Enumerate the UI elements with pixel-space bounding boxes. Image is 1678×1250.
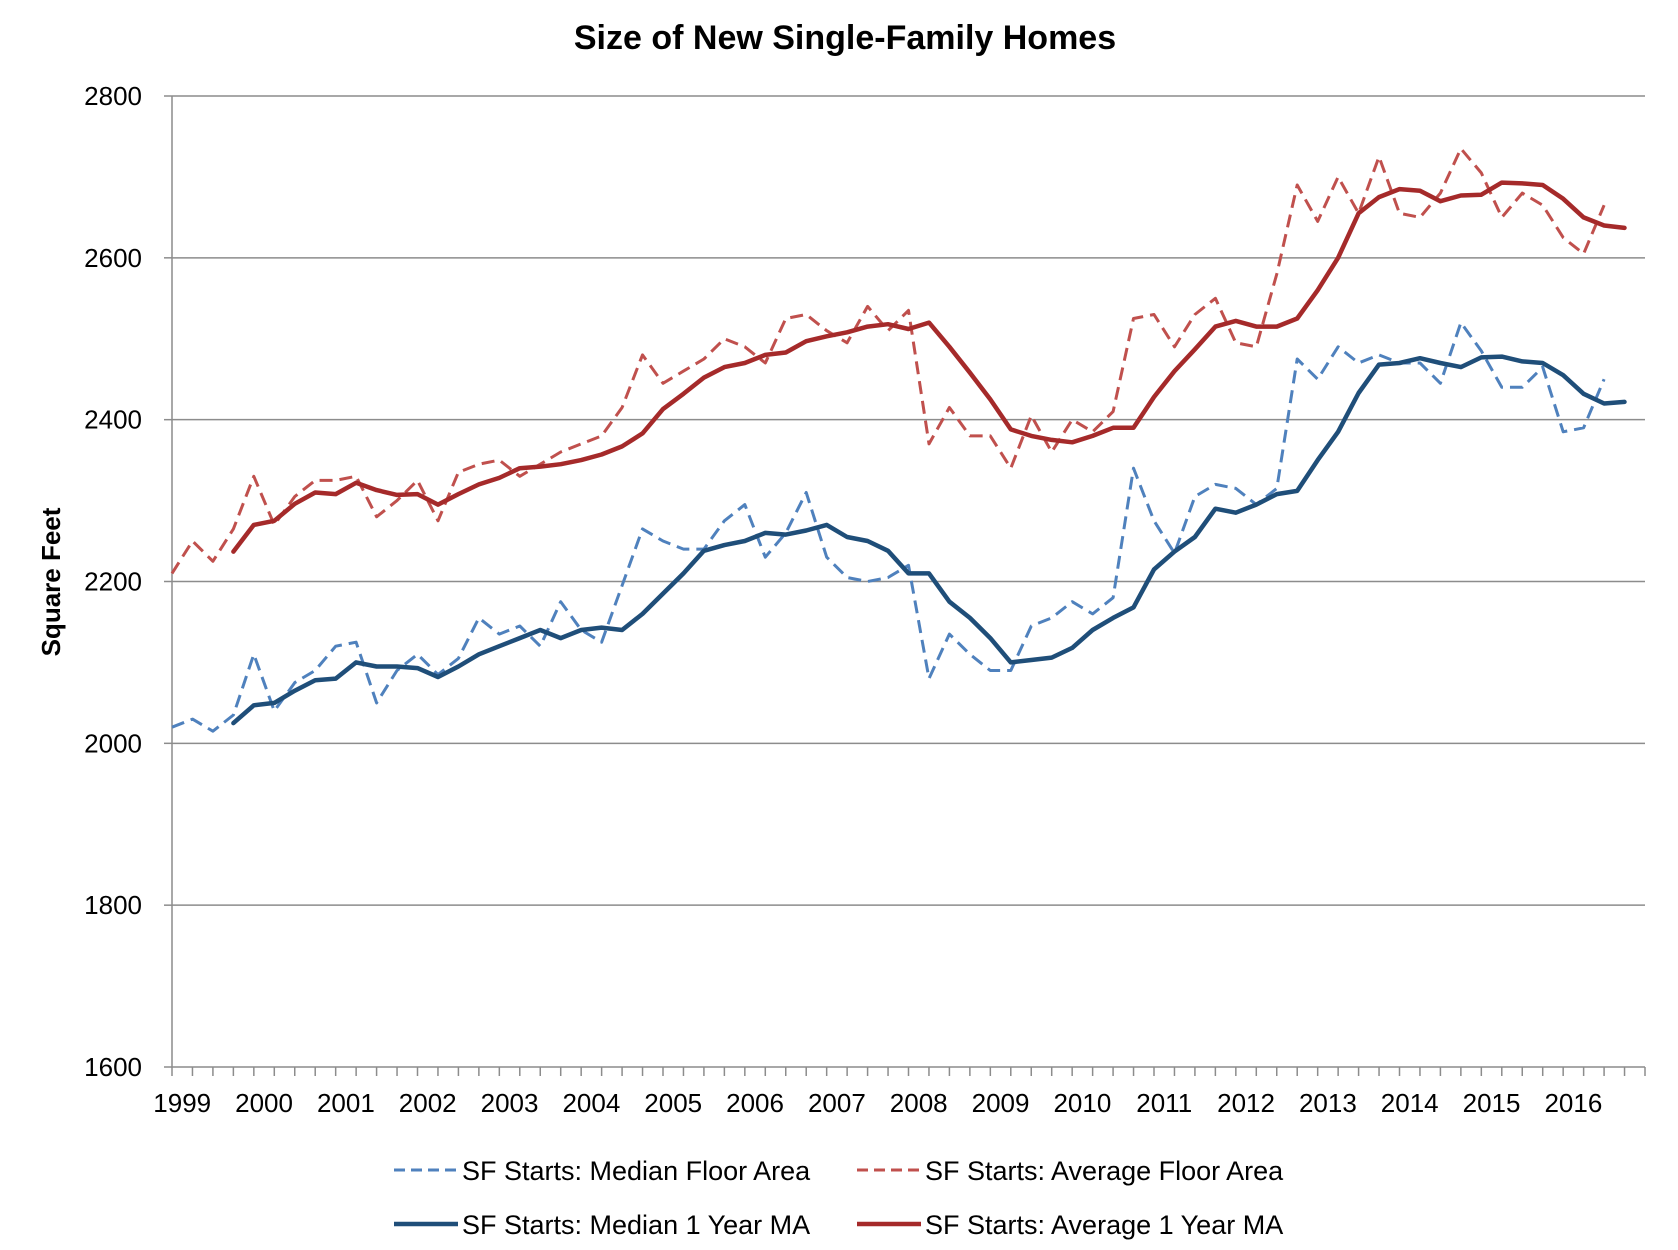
x-tick-label-2010: 2010 — [1053, 1088, 1111, 1118]
x-tick-label-2015: 2015 — [1463, 1088, 1521, 1118]
series-line-3 — [231, 180, 1627, 554]
series-line-2 — [231, 354, 1627, 726]
legend-label-2: SF Starts: Median 1 Year MA — [462, 1210, 810, 1240]
y-tick-label-2600: 2600 — [84, 243, 142, 273]
x-tick-label-2009: 2009 — [972, 1088, 1030, 1118]
x-tick-label-2004: 2004 — [562, 1088, 620, 1118]
x-tick-label-2008: 2008 — [890, 1088, 948, 1118]
x-tick-label-2002: 2002 — [399, 1088, 457, 1118]
axes: 1600 1800 2000 2200 2400 2600 2800 1999 2000 2001… — [84, 81, 1646, 1118]
series-line-0 — [171, 321, 1606, 733]
chart-title: Size of New Single-Family Homes — [574, 19, 1116, 57]
y-tick-label-1600: 1600 — [84, 1052, 142, 1082]
x-tick-label-2014: 2014 — [1381, 1088, 1439, 1118]
legend: SF Starts: Median Floor Area SF Starts: A… — [394, 1156, 1284, 1240]
series-lines — [170, 147, 1627, 733]
y-tick-label-1800: 1800 — [84, 890, 142, 920]
legend-label-0: SF Starts: Median Floor Area — [462, 1156, 811, 1186]
y-tick-label-2000: 2000 — [84, 728, 142, 758]
x-tick-label-2011: 2011 — [1136, 1088, 1192, 1118]
x-tick-label-2001: 2001 — [317, 1088, 375, 1118]
x-tick-label-1999: 1999 — [153, 1088, 211, 1118]
x-tick-label-2003: 2003 — [481, 1088, 539, 1118]
series-line-1 — [170, 147, 1606, 575]
x-tick-label-2007: 2007 — [808, 1088, 866, 1118]
x-tick-label-2005: 2005 — [644, 1088, 702, 1118]
x-tick-label-2006: 2006 — [726, 1088, 784, 1118]
y-tick-label-2200: 2200 — [84, 567, 142, 597]
x-tick-label-2000: 2000 — [235, 1088, 293, 1118]
y-tick-label-2800: 2800 — [84, 81, 142, 111]
legend-label-1: SF Starts: Average Floor Area — [925, 1156, 1284, 1186]
y-axis-title: Square Feet — [36, 507, 66, 656]
gridlines — [172, 95, 1645, 906]
x-tick-label-2016: 2016 — [1544, 1088, 1602, 1118]
x-tick-label-2012: 2012 — [1217, 1088, 1275, 1118]
legend-label-3: SF Starts: Average 1 Year MA — [925, 1210, 1283, 1240]
y-tick-label-2400: 2400 — [84, 405, 142, 435]
x-tick-label-2013: 2013 — [1299, 1088, 1357, 1118]
